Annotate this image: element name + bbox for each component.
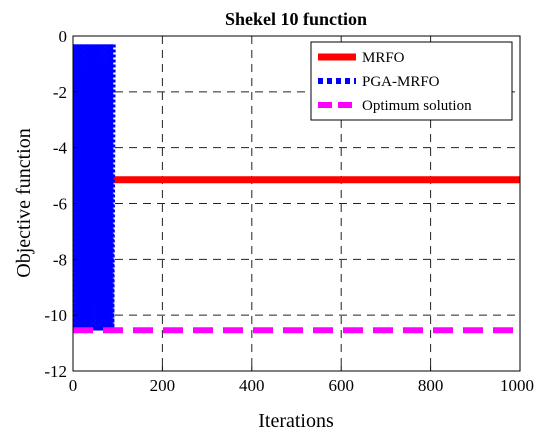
legend: MRFO PGA-MRFO Optimum solution: [310, 41, 513, 121]
x-tick-label: 600: [328, 376, 354, 395]
y-axis-label: Objective function: [13, 128, 35, 277]
x-tick-label: 200: [150, 376, 176, 395]
y-tick-label: -10: [44, 306, 67, 325]
y-tick-label: -6: [53, 195, 67, 214]
x-tick-label: 1000: [500, 376, 534, 395]
series-pga-mrfo: [73, 44, 116, 331]
y-tick-label: -8: [53, 250, 67, 269]
y-tick-label: 0: [59, 27, 68, 46]
x-tick-label: 0: [69, 376, 78, 395]
x-axis-label: Iterations: [258, 410, 334, 432]
series-mrfo: [73, 149, 520, 184]
grid-lines: [73, 36, 520, 371]
legend-label: MRFO: [362, 50, 405, 66]
chart-title: Shekel 10 function: [225, 9, 367, 29]
x-tick-label: 400: [239, 376, 265, 395]
tick-labels: 0 200 400 600 800 1000 0 -2 -4 -6 -8 -10 -12: [44, 27, 534, 395]
y-tick-label: -2: [53, 83, 67, 102]
y-tick-label: -12: [44, 362, 67, 381]
x-tick-label: 800: [418, 376, 444, 395]
legend-label: Optimum solution: [362, 98, 472, 114]
y-tick-label: -4: [53, 139, 68, 158]
legend-label: PGA-MRFO: [362, 74, 440, 90]
series-layer: [73, 44, 520, 334]
